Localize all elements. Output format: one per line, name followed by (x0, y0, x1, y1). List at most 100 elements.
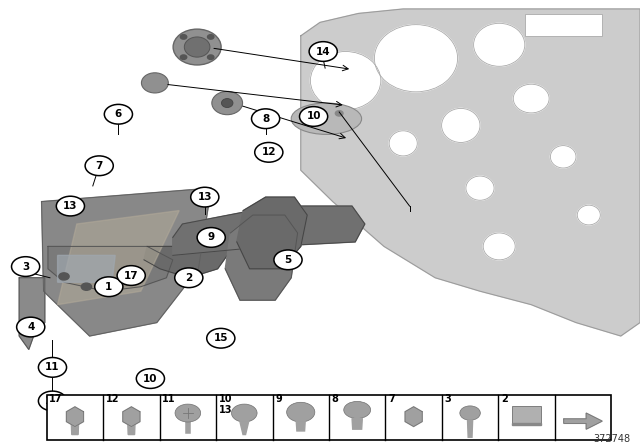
Polygon shape (58, 255, 115, 282)
Ellipse shape (310, 52, 381, 110)
Circle shape (207, 328, 235, 348)
Circle shape (59, 273, 69, 280)
Circle shape (175, 268, 203, 288)
Polygon shape (240, 421, 249, 435)
FancyBboxPatch shape (47, 395, 611, 440)
Text: 13: 13 (45, 396, 60, 406)
Ellipse shape (212, 91, 243, 115)
Circle shape (232, 404, 257, 422)
Ellipse shape (577, 205, 600, 225)
Ellipse shape (291, 103, 362, 134)
Text: 12: 12 (106, 394, 119, 404)
Polygon shape (144, 233, 230, 278)
Text: 10
13: 10 13 (219, 394, 232, 415)
Ellipse shape (184, 37, 210, 57)
Polygon shape (173, 206, 365, 255)
Text: 13: 13 (63, 201, 77, 211)
Ellipse shape (173, 29, 221, 65)
Circle shape (180, 55, 187, 60)
Circle shape (274, 250, 302, 270)
Text: 16: 16 (185, 405, 199, 415)
Polygon shape (127, 417, 135, 435)
FancyBboxPatch shape (525, 14, 602, 36)
Text: 3: 3 (22, 262, 29, 271)
Circle shape (207, 34, 214, 39)
Polygon shape (564, 413, 602, 429)
Polygon shape (301, 9, 640, 336)
Text: 5: 5 (284, 255, 292, 265)
Ellipse shape (344, 401, 371, 418)
Polygon shape (225, 215, 298, 300)
Circle shape (180, 34, 187, 39)
Text: 10: 10 (307, 112, 321, 121)
Ellipse shape (442, 108, 480, 142)
Text: 2: 2 (501, 394, 508, 404)
Ellipse shape (513, 84, 549, 113)
Text: 9: 9 (207, 233, 215, 242)
Polygon shape (71, 417, 79, 435)
Text: 10: 10 (143, 374, 157, 383)
Circle shape (38, 358, 67, 377)
Circle shape (12, 257, 40, 276)
Circle shape (335, 111, 343, 116)
Circle shape (255, 142, 283, 162)
Text: 6: 6 (115, 109, 122, 119)
Text: 7: 7 (388, 394, 395, 404)
Circle shape (117, 266, 145, 285)
Text: 17: 17 (124, 271, 138, 280)
Ellipse shape (466, 176, 494, 200)
Text: 8: 8 (262, 114, 269, 124)
Ellipse shape (141, 73, 168, 93)
Circle shape (191, 187, 219, 207)
Circle shape (197, 228, 225, 247)
Polygon shape (19, 278, 45, 349)
Text: 4: 4 (27, 322, 35, 332)
Polygon shape (58, 211, 179, 305)
FancyBboxPatch shape (513, 406, 541, 423)
Text: 14: 14 (316, 47, 330, 56)
Text: 17: 17 (49, 394, 63, 404)
Text: 2: 2 (185, 273, 193, 283)
Circle shape (17, 317, 45, 337)
Ellipse shape (221, 99, 233, 108)
Text: 12: 12 (262, 147, 276, 157)
Circle shape (309, 42, 337, 61)
Circle shape (252, 109, 280, 129)
Ellipse shape (374, 25, 458, 92)
Polygon shape (48, 246, 173, 291)
Circle shape (207, 55, 214, 60)
Polygon shape (123, 407, 140, 426)
Polygon shape (237, 197, 307, 269)
Circle shape (85, 156, 113, 176)
Circle shape (460, 406, 480, 420)
Polygon shape (513, 423, 541, 425)
Text: 8: 8 (332, 394, 339, 404)
Circle shape (81, 283, 92, 290)
Polygon shape (405, 407, 422, 426)
Circle shape (175, 404, 201, 422)
Text: 7: 7 (95, 161, 103, 171)
Polygon shape (467, 420, 472, 437)
Circle shape (300, 107, 328, 126)
Circle shape (136, 369, 164, 388)
Text: 3: 3 (444, 394, 451, 404)
Ellipse shape (483, 233, 515, 260)
Text: 11: 11 (45, 362, 60, 372)
Polygon shape (352, 418, 362, 429)
Ellipse shape (389, 131, 417, 156)
Polygon shape (42, 188, 211, 336)
Text: 1: 1 (105, 282, 113, 292)
Circle shape (104, 104, 132, 124)
Circle shape (56, 196, 84, 216)
Circle shape (178, 400, 206, 420)
Circle shape (95, 277, 123, 297)
Text: 372748: 372748 (593, 434, 630, 444)
Circle shape (310, 111, 317, 116)
Ellipse shape (474, 23, 525, 66)
Text: 15: 15 (214, 333, 228, 343)
Text: 13: 13 (198, 192, 212, 202)
Text: 11: 11 (162, 394, 175, 404)
Ellipse shape (550, 146, 576, 168)
Polygon shape (296, 421, 305, 431)
Polygon shape (67, 407, 83, 426)
